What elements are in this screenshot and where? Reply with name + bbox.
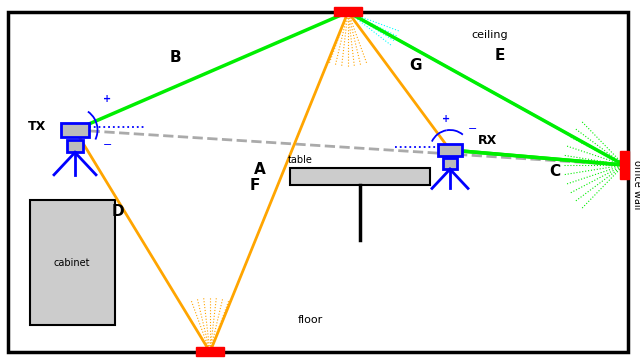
Bar xyxy=(61,123,89,137)
Text: floor: floor xyxy=(298,315,323,325)
Bar xyxy=(30,200,115,325)
Text: IRS$_1$: IRS$_1$ xyxy=(638,155,640,185)
Text: E: E xyxy=(495,48,505,63)
Text: +: + xyxy=(442,114,450,124)
Text: D: D xyxy=(112,204,124,220)
Text: office wall: office wall xyxy=(632,160,640,210)
Bar xyxy=(438,144,462,156)
Text: table: table xyxy=(287,155,312,165)
Text: C: C xyxy=(549,165,561,180)
Bar xyxy=(620,151,629,179)
Bar xyxy=(67,140,83,152)
Text: RX: RX xyxy=(478,134,497,147)
Text: G: G xyxy=(409,58,421,72)
Bar xyxy=(196,347,224,356)
Bar xyxy=(334,7,362,16)
Text: −: − xyxy=(468,124,477,134)
Bar xyxy=(290,168,430,185)
Text: B: B xyxy=(169,50,181,66)
Text: TX: TX xyxy=(28,121,46,134)
Text: −: − xyxy=(103,140,113,150)
Bar xyxy=(443,158,457,169)
Text: A: A xyxy=(254,162,266,177)
Text: ceiling: ceiling xyxy=(472,30,508,40)
Text: cabinet: cabinet xyxy=(54,258,90,268)
Text: F: F xyxy=(250,177,260,193)
Text: +: + xyxy=(103,94,111,104)
